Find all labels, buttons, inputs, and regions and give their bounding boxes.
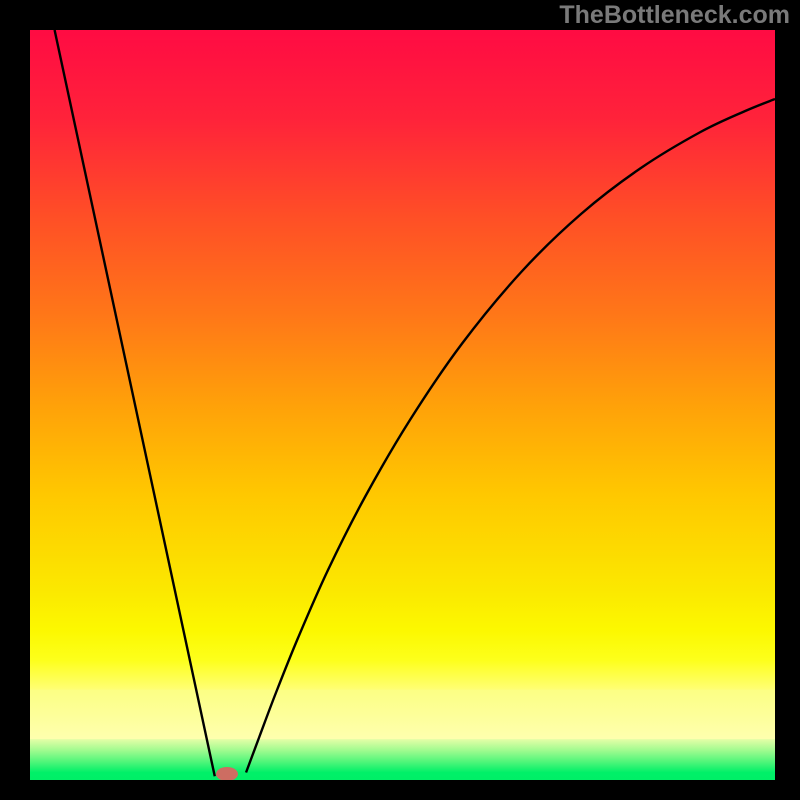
bottleneck-curve bbox=[30, 30, 775, 780]
watermark-text: TheBottleneck.com bbox=[559, 1, 790, 30]
curve-right-branch bbox=[246, 99, 775, 773]
datapoint-marker bbox=[216, 767, 238, 780]
curve-left-branch bbox=[55, 30, 215, 776]
plot-area bbox=[30, 30, 775, 780]
